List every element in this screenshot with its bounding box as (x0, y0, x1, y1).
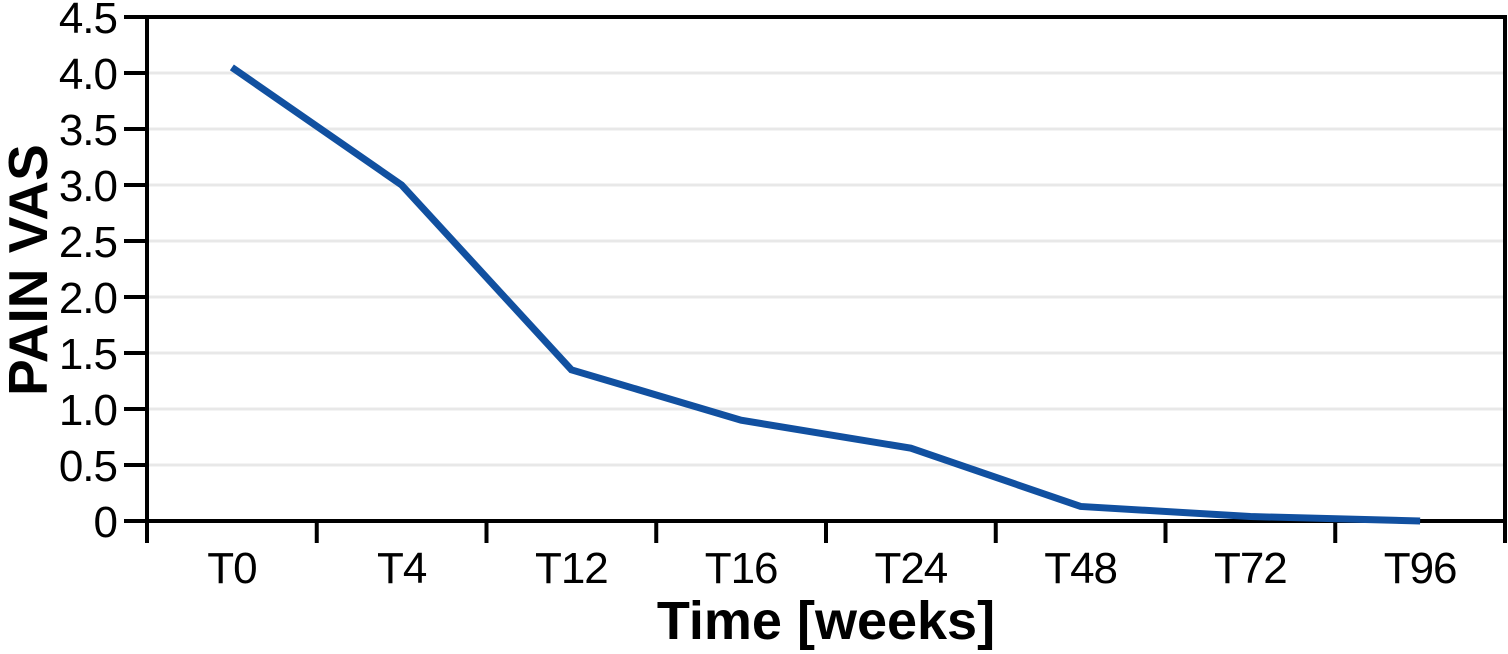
y-axis-title: PAIN VAS (0, 144, 59, 396)
y-tick-label: 3.5 (59, 106, 117, 155)
series-line-pain-vas (229, 64, 1421, 525)
x-tick-label: T24 (874, 544, 947, 593)
x-tick-label: T48 (1044, 544, 1117, 593)
x-tick-label: T16 (705, 544, 778, 593)
plot-border (145, 15, 1507, 523)
x-tick-label: T96 (1384, 544, 1457, 593)
x-tick-label: T0 (207, 544, 256, 593)
y-tick-label: 0.5 (59, 442, 117, 491)
x-tick-label: T12 (535, 544, 608, 593)
x-tick-label: T72 (1214, 544, 1287, 593)
y-tick-label: 2.0 (59, 274, 117, 323)
x-axis-title: Time [weeks] (656, 591, 996, 651)
y-tick-label: 3.0 (59, 162, 117, 211)
y-tick-label: 4.5 (59, 0, 117, 43)
y-tick-label: 0 (94, 498, 117, 547)
y-tick-label: 4.0 (59, 50, 117, 99)
y-tick-label: 1.0 (59, 386, 117, 435)
y-tick-label: 2.5 (59, 218, 117, 267)
y-tick-label: 1.5 (59, 330, 117, 379)
x-tick-label: T4 (377, 544, 427, 593)
